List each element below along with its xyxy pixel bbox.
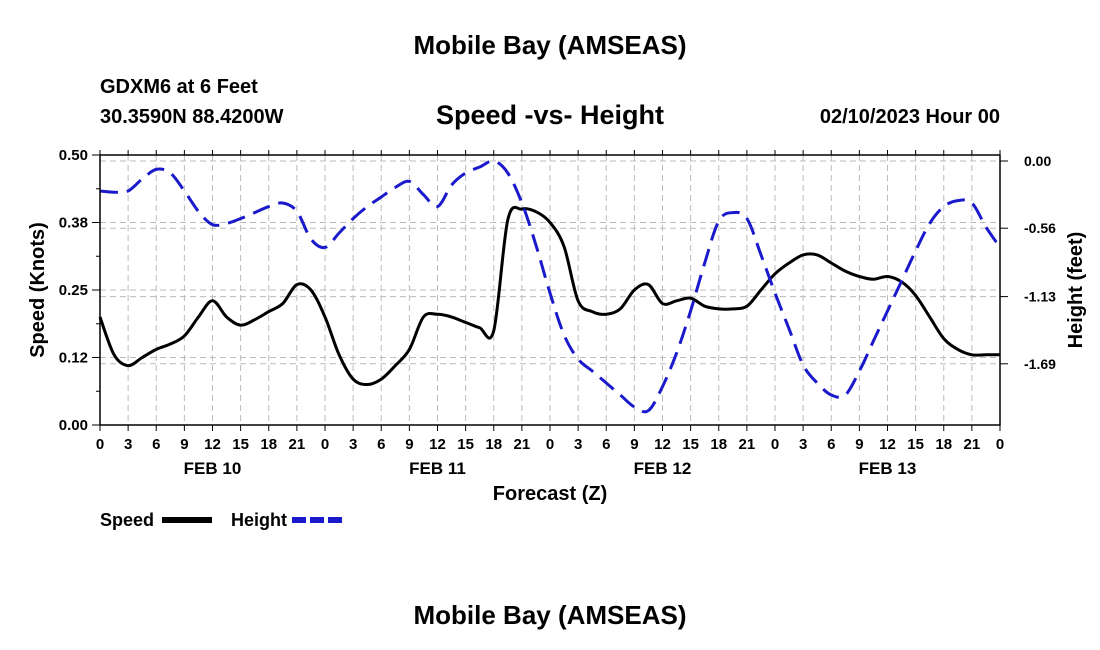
x-tick-label: 6 <box>602 436 610 453</box>
x-tick-label: 12 <box>429 436 446 453</box>
x-tick-label: 15 <box>682 436 699 453</box>
day-label: FEB 11 <box>409 459 466 478</box>
legend-height-swatch <box>292 517 342 523</box>
x-tick-label: 0 <box>96 436 104 453</box>
x-tick-label: 9 <box>855 436 863 453</box>
x-tick-label: 0 <box>546 436 554 453</box>
x-tick-label: 18 <box>935 436 952 453</box>
y-tick-label: 0.38 <box>59 215 88 232</box>
series <box>98 159 1002 414</box>
x-tick-label: 15 <box>457 436 474 453</box>
x-tick-label: 15 <box>907 436 924 453</box>
day-label: FEB 10 <box>184 459 242 478</box>
y2-tick-label: 0.00 <box>1024 153 1051 169</box>
x-tick-label: 3 <box>799 436 807 453</box>
grid <box>100 155 1000 425</box>
y-tick-label: 0.50 <box>59 147 88 164</box>
y2-tick-label: -0.56 <box>1024 220 1056 236</box>
x-tick-label: 0 <box>321 436 329 453</box>
x-tick-label: 3 <box>574 436 582 453</box>
x-tick-label: 9 <box>630 436 638 453</box>
x-tick-label: 18 <box>260 436 277 453</box>
footer-title: Mobile Bay (AMSEAS) <box>413 600 687 630</box>
x-tick-label: 21 <box>514 436 531 453</box>
x-axis-label: Forecast (Z) <box>493 483 607 505</box>
x-tick-label: 6 <box>827 436 835 453</box>
station-coordinates: 30.3590N 88.4200W <box>100 106 284 128</box>
x-tick-label: 6 <box>152 436 160 453</box>
day-label: FEB 12 <box>634 459 692 478</box>
y2-tick-label: -1.13 <box>1024 289 1056 305</box>
legend-speed-swatch <box>162 517 212 523</box>
x-tick-label: 0 <box>771 436 779 453</box>
x-tick-label: 9 <box>180 436 188 453</box>
x-tick-label: 9 <box>405 436 413 453</box>
height-series-line <box>99 159 1002 414</box>
y-tick-label: 0.25 <box>59 282 88 299</box>
plot-frame <box>99 154 1001 426</box>
x-tick-label: 12 <box>204 436 221 453</box>
x-tick-label: 0 <box>996 436 1004 453</box>
x-tick-label: 12 <box>654 436 671 453</box>
chart-subtitle: Speed -vs- Height <box>435 100 665 130</box>
x-tick-label: 6 <box>377 436 385 453</box>
x-tick-label: 18 <box>710 436 727 453</box>
speed-series-line <box>98 205 1000 386</box>
x-tick-label: 12 <box>879 436 896 453</box>
x-tick-label: 18 <box>485 436 502 453</box>
forecast-date: 02/10/2023 Hour 00 <box>819 106 1000 128</box>
axes: 0 3 6 9 12 15 18 21 0 3 6 9 12 15 18 21 0 3 6 9 12 15 18 21 0 3 6 9… <box>59 147 1056 478</box>
y2-tick-label: -1.69 <box>1024 356 1056 372</box>
x-tick-label: 3 <box>349 436 357 453</box>
x-tick-label: 21 <box>739 436 756 453</box>
day-label: FEB 13 <box>859 459 917 478</box>
legend-height-label: Height <box>231 510 287 530</box>
x-tick-label: 15 <box>232 436 249 453</box>
x-tick-label: 3 <box>124 436 132 453</box>
y2-axis-label: Height (feet) <box>1065 232 1087 349</box>
x-tick-label: 21 <box>289 436 306 453</box>
station-label: GDXM6 at 6 Feet <box>100 76 258 98</box>
y-tick-label: 0.12 <box>59 350 88 367</box>
x-tick-label: 21 <box>964 436 981 453</box>
y-tick-label: 0.00 <box>59 417 88 434</box>
y-axis-label: Speed (Knots) <box>27 222 49 358</box>
chart-title: Mobile Bay (AMSEAS) <box>413 30 687 60</box>
legend-speed-label: Speed <box>100 510 155 530</box>
